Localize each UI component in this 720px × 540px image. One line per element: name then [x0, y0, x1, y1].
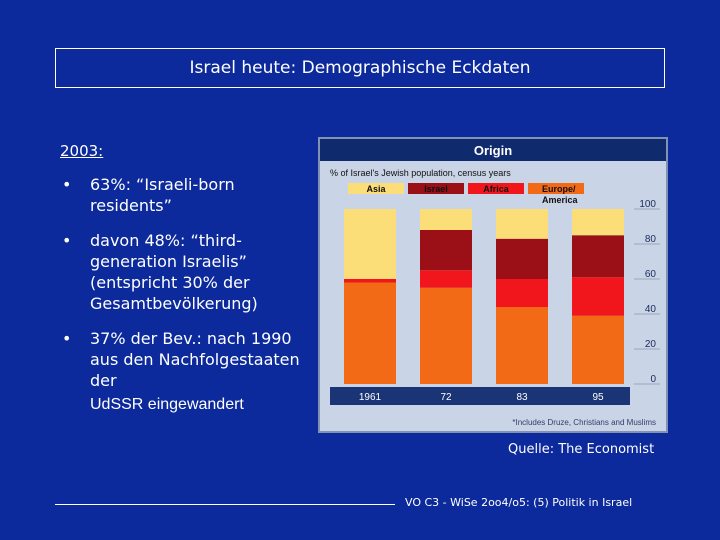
- bar-segment: [572, 277, 624, 316]
- y-tick-label: 100: [639, 199, 656, 210]
- legend-label: Asia: [366, 184, 386, 194]
- bar-segment: [572, 209, 624, 236]
- bar-segment: [496, 238, 548, 279]
- bullet-text: davon 48%: “third-generation Israelis” (…: [90, 231, 258, 313]
- footer-text: VO C3 - WiSe 2oo4/o5: (5) Politik in Isr…: [405, 496, 633, 509]
- bullet-continuation: UdSSR eingewandert: [90, 396, 244, 413]
- bullet-text: 63%: “Israeli-born residents”: [90, 175, 235, 215]
- legend-label: Africa: [483, 184, 510, 194]
- legend-label: Europe/: [542, 184, 576, 194]
- y-tick-label: 60: [645, 269, 657, 280]
- bar-segment: [420, 270, 472, 288]
- chart-subtitle: % of Israel's Jewish population, census …: [330, 168, 511, 178]
- bar-segment: [496, 307, 548, 384]
- bullet-text: 37% der Bev.: nach 1990 aus den Nachfolg…: [90, 329, 300, 390]
- y-tick-label: 80: [645, 234, 657, 245]
- bar-segment: [496, 209, 548, 239]
- footer-divider: [55, 504, 395, 505]
- bullet-item: • davon 48%: “third-generation Israelis”…: [60, 230, 310, 314]
- chart-title: Origin: [474, 143, 512, 158]
- year-label: 2003:: [60, 142, 104, 160]
- legend-swatch: [348, 183, 404, 194]
- chart-header: [320, 139, 666, 161]
- bar-segment: [344, 209, 396, 279]
- bullet-item: • 63%: “Israeli-born residents”: [60, 174, 310, 216]
- bar-segment: [344, 279, 396, 283]
- bar-segment: [572, 235, 624, 278]
- legend-swatch: [528, 183, 584, 194]
- legend-swatch: [408, 183, 464, 194]
- bullet-item: • 37% der Bev.: nach 1990 aus den Nachfo…: [60, 328, 310, 391]
- legend-label: America: [542, 195, 579, 205]
- origin-chart: Origin % of Israel's Jewish population, c…: [318, 137, 668, 433]
- x-tick-label: 83: [516, 392, 528, 403]
- bullet-dot-icon: •: [62, 329, 72, 348]
- bar-segment: [496, 279, 548, 307]
- bar-segment: [420, 230, 472, 271]
- y-tick-label: 40: [645, 304, 657, 315]
- y-tick-label: 20: [645, 339, 657, 350]
- legend-swatch: [468, 183, 524, 194]
- x-axis-strip: [330, 387, 630, 405]
- bullet-dot-icon: •: [62, 175, 72, 194]
- origin-chart-svg: Origin % of Israel's Jewish population, c…: [320, 139, 666, 427]
- bullet-dot-icon: •: [62, 231, 72, 250]
- legend-label: Israel: [424, 184, 448, 194]
- source-note: Quelle: The Economist: [508, 442, 655, 457]
- bar-segment: [572, 315, 624, 384]
- bar-segment: [344, 282, 396, 384]
- slide-title-box: Israel heute: Demographische Eckdaten: [55, 48, 665, 88]
- x-tick-label: 95: [592, 392, 604, 403]
- bar-segment: [420, 209, 472, 230]
- bullet-list: • 63%: “Israeli-born residents” • davon …: [60, 174, 310, 405]
- x-tick-label: 72: [440, 392, 452, 403]
- slide-title: Israel heute: Demographische Eckdaten: [189, 58, 531, 78]
- bar-segment: [420, 287, 472, 384]
- chart-footnote: *Includes Druze, Christians and Muslims: [512, 418, 656, 427]
- x-tick-label: 1961: [359, 392, 382, 403]
- y-tick-label: 0: [650, 374, 656, 385]
